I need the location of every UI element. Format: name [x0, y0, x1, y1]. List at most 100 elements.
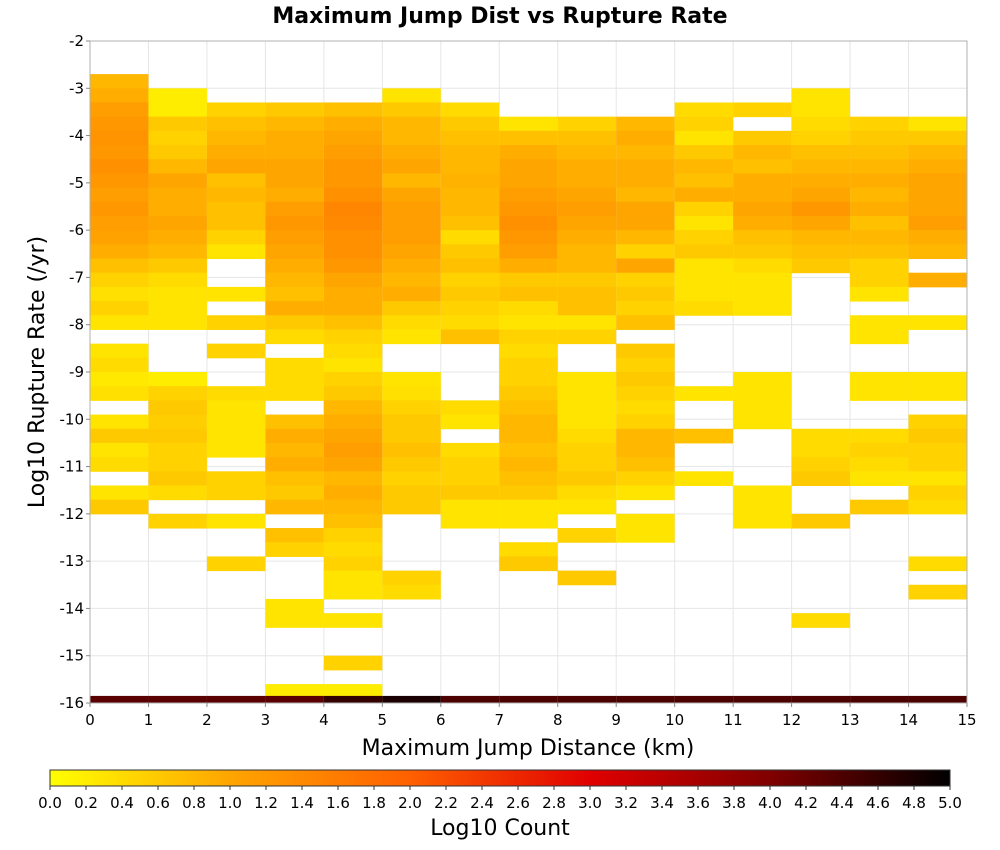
heatmap-cell [323, 613, 383, 628]
heatmap-cell [323, 485, 383, 501]
heatmap-cell [265, 471, 324, 486]
chart-title: Maximum Jump Dist vs Rupture Rate [272, 4, 727, 29]
heatmap-cell [440, 116, 500, 132]
heatmap-cell [791, 116, 851, 132]
heatmap-cell [616, 244, 675, 260]
heatmap-cell [440, 457, 500, 472]
heatmap-cell [265, 272, 324, 288]
heatmap-cell [90, 145, 149, 160]
heatmap-cell [148, 471, 207, 486]
heatmap-cell [499, 201, 558, 217]
heatmap-cell [382, 315, 441, 330]
heatmap-cell [323, 442, 383, 458]
x-tick-label: 15 [957, 711, 976, 729]
heatmap-cell [323, 343, 383, 359]
y-axis-label: Log10 Rupture Rate (/yr) [25, 236, 50, 508]
heatmap-cell [733, 130, 792, 146]
heatmap-cell [206, 315, 266, 330]
heatmap-cell [382, 201, 441, 217]
heatmap-cell [733, 244, 792, 260]
colorbar-tick-label: 0.4 [110, 794, 134, 812]
heatmap-cell [323, 695, 383, 703]
x-tick-label: 5 [378, 711, 388, 729]
heatmap-cell [323, 315, 383, 330]
heatmap-cell [499, 301, 558, 316]
heatmap-cell [908, 485, 967, 501]
colorbar-tick-label: 4.0 [758, 794, 782, 812]
heatmap-cell [382, 414, 441, 430]
heatmap-cell [206, 187, 266, 203]
heatmap-cell [850, 329, 909, 345]
heatmap-cell [557, 471, 617, 486]
heatmap-cell [908, 386, 967, 401]
heatmap-cell [499, 130, 558, 146]
heatmap-cell [323, 414, 383, 430]
heatmap-cell [557, 230, 617, 245]
heatmap-cell [557, 372, 617, 387]
heatmap-cell [733, 695, 792, 703]
y-tick-label: -11 [60, 458, 85, 476]
heatmap-cell [206, 343, 266, 359]
heatmap-cell [206, 400, 266, 416]
heatmap-cell [616, 400, 675, 416]
x-tick-label: 11 [724, 711, 743, 729]
heatmap-cell [616, 343, 675, 359]
heatmap-cell [440, 329, 500, 345]
heatmap-cell [90, 258, 149, 274]
heatmap-cell [557, 386, 617, 401]
heatmap-cell [148, 428, 207, 444]
heatmap-cell [323, 499, 383, 515]
heatmap-cell [382, 258, 441, 274]
heatmap-cell [499, 400, 558, 416]
heatmap-cell [557, 145, 617, 160]
heatmap-cell [908, 215, 967, 231]
heatmap-cell [323, 286, 383, 302]
heatmap-cell [265, 613, 324, 628]
heatmap-cell [323, 159, 383, 174]
heatmap-cell [674, 201, 734, 217]
y-tick-label: -7 [69, 268, 84, 286]
colorbar-tick-label: 2.0 [398, 794, 422, 812]
heatmap-cell [791, 428, 851, 444]
heatmap-cell [206, 201, 266, 217]
heatmap-cell [674, 230, 734, 245]
y-tick-label: -12 [60, 505, 85, 523]
heatmap-cell [382, 457, 441, 472]
heatmap-cell [323, 173, 383, 189]
heatmap-cell [148, 400, 207, 416]
colorbar-tick-label: 1.6 [326, 794, 350, 812]
heatmap-cell [148, 286, 207, 302]
heatmap-cell [323, 372, 383, 387]
heatmap-cell [674, 173, 734, 189]
heatmap-cell [382, 116, 441, 132]
heatmap-cell [557, 442, 617, 458]
heatmap-bottom-row [90, 695, 967, 703]
heatmap-cell [616, 442, 675, 458]
heatmap-cell [440, 159, 500, 174]
heatmap-cell [499, 272, 558, 288]
heatmap-cell [206, 513, 266, 529]
heatmap-cell [733, 159, 792, 174]
heatmap-cell [791, 613, 851, 628]
heatmap-cell [265, 457, 324, 472]
heatmap-cell [557, 244, 617, 260]
heatmap-cell [616, 485, 675, 501]
colorbar-tick-label: 2.6 [506, 794, 530, 812]
heatmap-cell [733, 499, 792, 515]
heatmap-cell [148, 201, 207, 217]
colorbar-tick-label: 4.6 [866, 794, 890, 812]
heatmap-cell [206, 145, 266, 160]
heatmap-cell [850, 116, 909, 132]
heatmap-cell [557, 499, 617, 515]
heatmap-cell [557, 695, 617, 703]
heatmap-cell [499, 173, 558, 189]
heatmap-cell [265, 145, 324, 160]
heatmap-cell [908, 187, 967, 203]
heatmap-cell [265, 201, 324, 217]
heatmap-cell [382, 329, 441, 345]
heatmap-cell [850, 258, 909, 274]
heatmap-cell [265, 301, 324, 316]
heatmap-cell [148, 414, 207, 430]
x-tick-label: 4 [319, 711, 329, 729]
heatmap-cell [499, 145, 558, 160]
